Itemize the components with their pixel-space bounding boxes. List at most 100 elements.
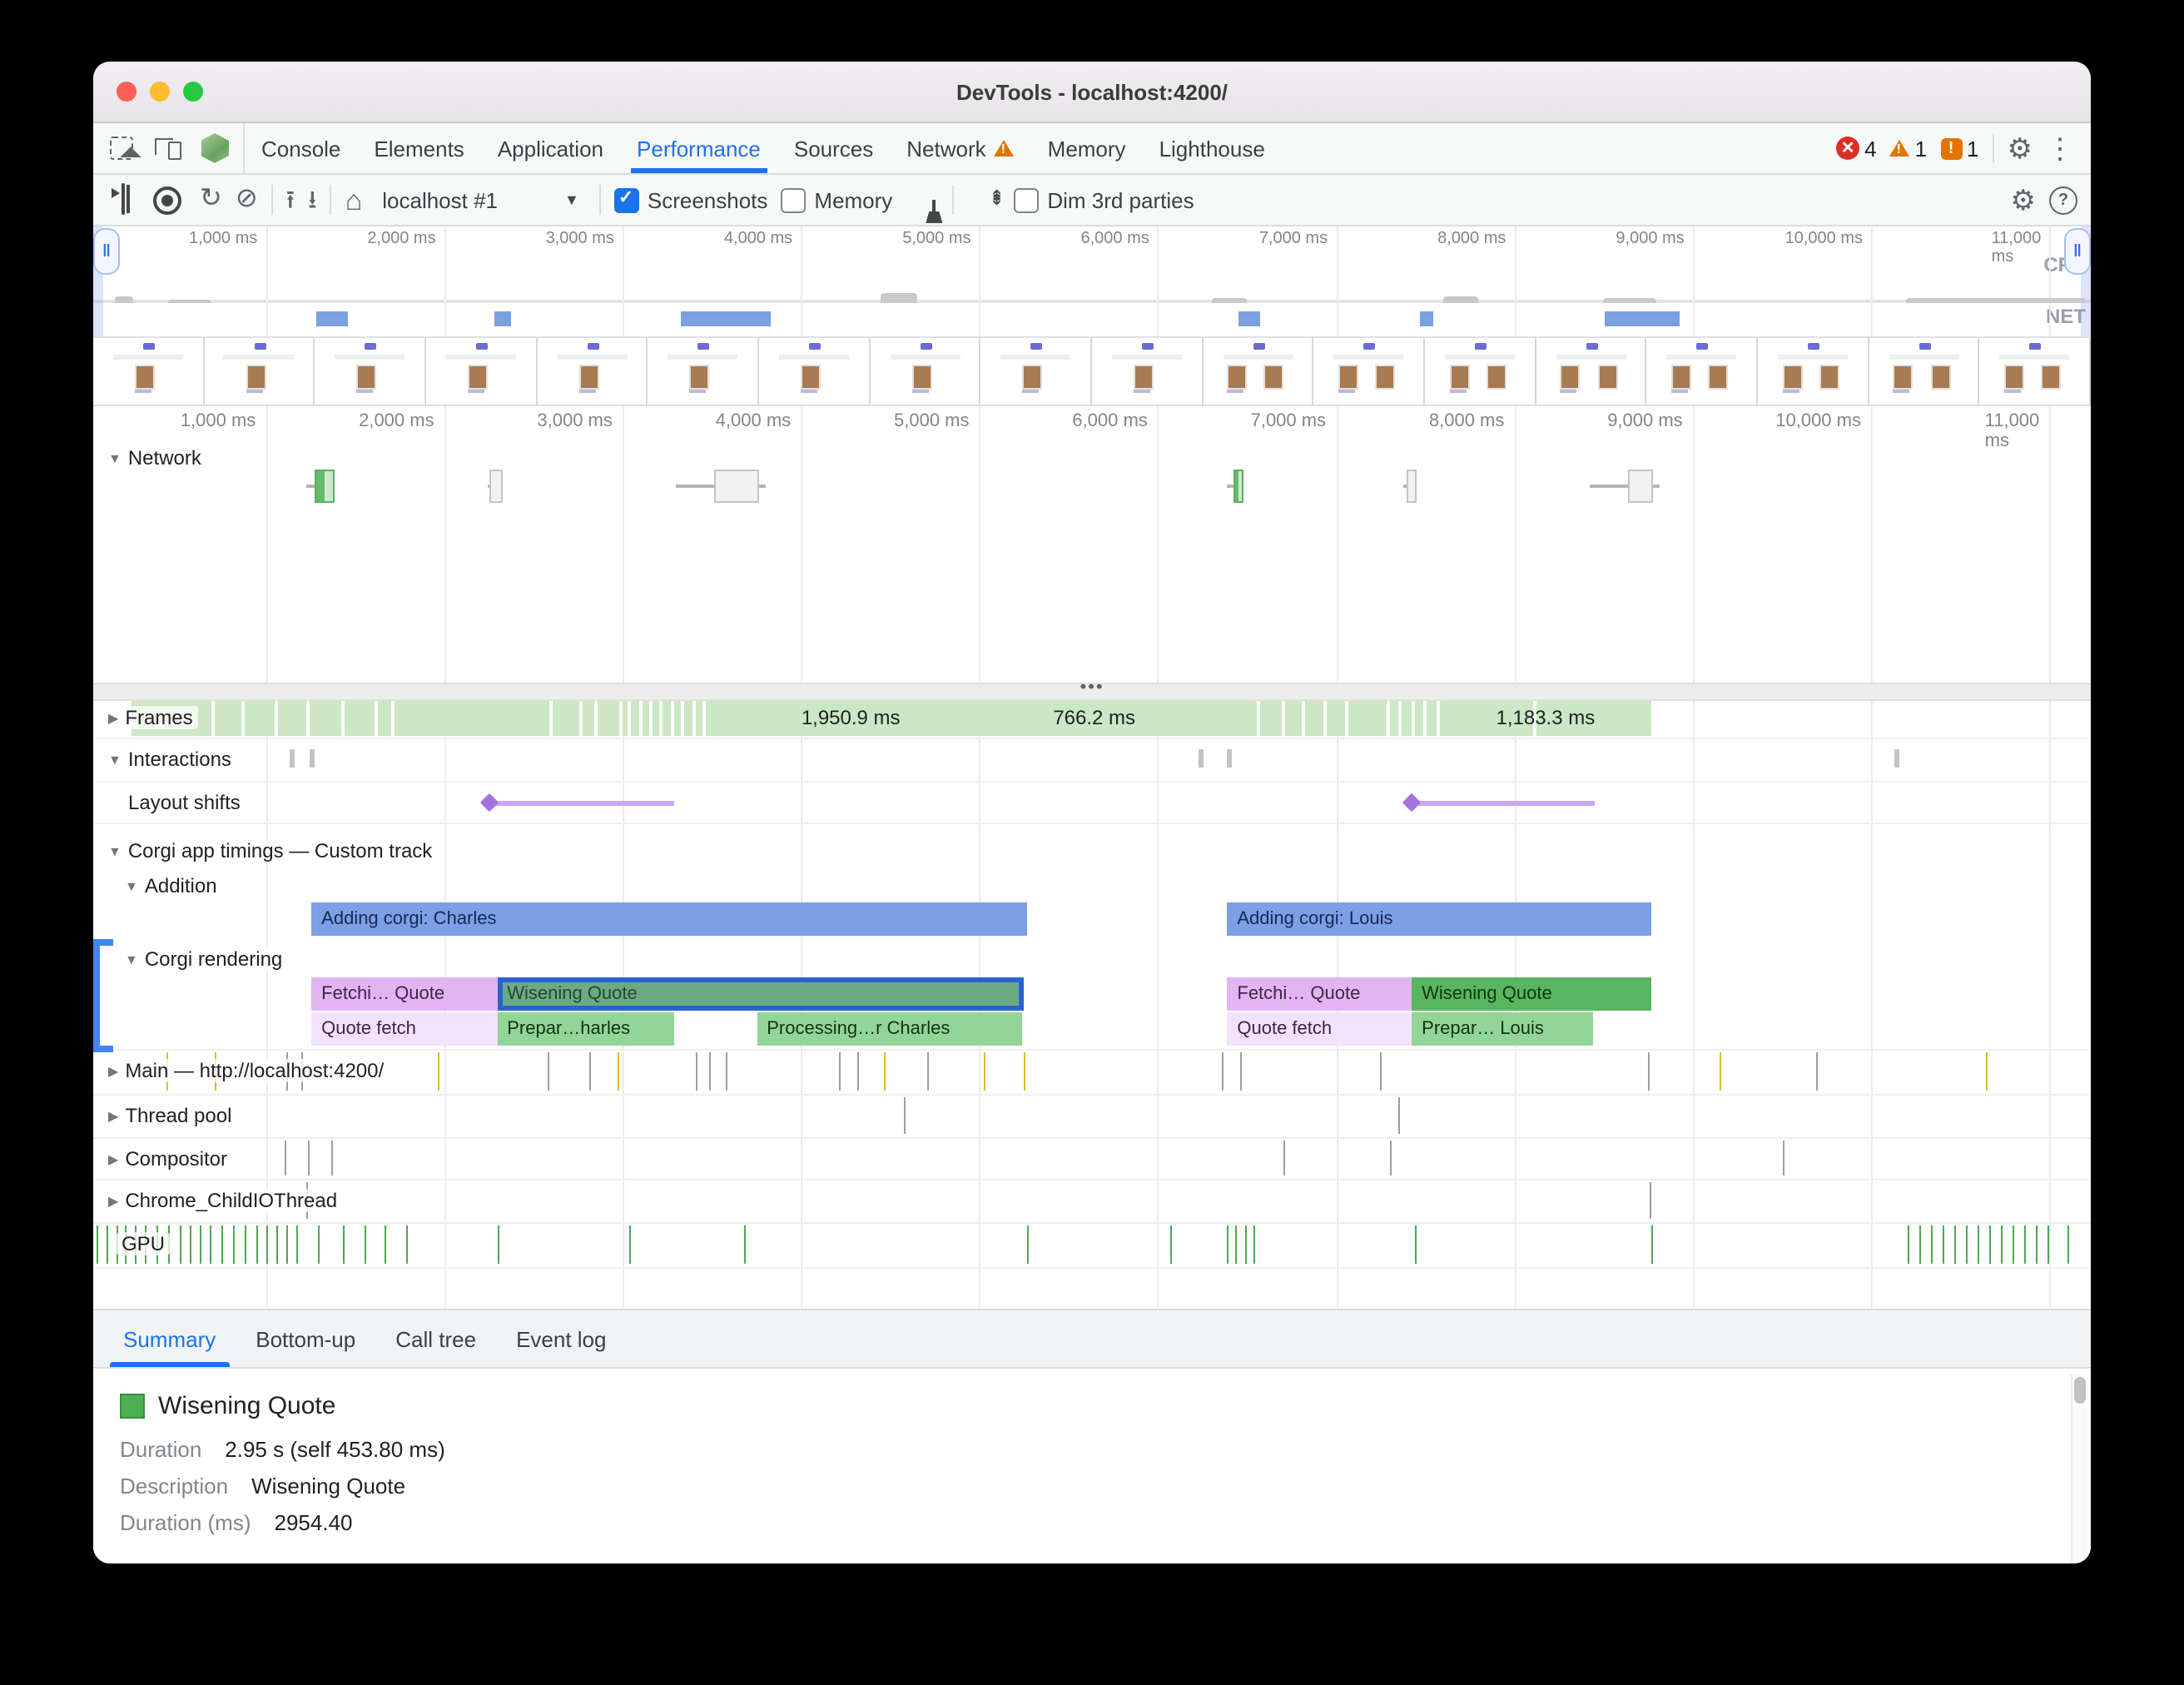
summary-scrollbar[interactable] [2071,1374,2087,1563]
thumb-caption [578,390,596,393]
track-corgi-rendering[interactable]: ▼ Corgi rendering [120,947,288,971]
tab-console[interactable]: Console [245,123,357,173]
bottom-tab-event-log[interactable]: Event log [516,1326,607,1351]
custom-timing-bar[interactable]: Quote fetch [1227,1012,1412,1046]
zoom-window-button[interactable] [183,82,203,102]
thumb-button [254,343,266,350]
custom-timing-bar[interactable]: Quote fetch [311,1012,498,1046]
tab-memory[interactable]: Memory [1031,123,1143,173]
filmstrip-screenshot[interactable] [315,338,427,405]
scrollbar-thumb[interactable] [2074,1377,2086,1404]
custom-timing-bar[interactable]: Adding corgi: Louis [1227,902,1651,936]
track-gpu[interactable]: GPU [117,1232,171,1255]
screenshot-filmstrip[interactable] [93,338,2091,406]
corgi-photo [1022,365,1043,390]
issues-badge[interactable]: ! 1 [1940,136,1979,161]
console-errors-badge[interactable]: ✕ 4 [1836,136,1877,161]
track-corgi-app-timings[interactable]: ▼ Corgi app timings — Custom track [103,839,438,862]
filmstrip-screenshot[interactable] [426,338,538,405]
layout-shift-cluster[interactable] [1412,801,1595,806]
filmstrip-screenshot[interactable] [1979,338,2091,405]
timeline-flamechart[interactable]: 1,000 ms 2,000 ms 3,000 ms 4,000 ms 5,000 ms… [93,406,2091,1309]
track-group-divider[interactable]: ••• [93,678,2091,701]
network-request[interactable] [1233,470,1244,503]
minimize-window-button[interactable] [150,82,170,102]
layout-shift-cluster[interactable] [489,801,674,806]
inspect-icon[interactable] [107,133,136,163]
filmstrip-screenshot[interactable] [1869,338,1980,405]
track-layout-shifts[interactable]: Layout shifts [123,791,246,814]
help-icon[interactable]: ? [2049,186,2077,214]
filmstrip-screenshot[interactable] [1758,338,1869,405]
tab-application[interactable]: Application [481,123,620,173]
home-icon[interactable]: ⌂ [345,184,363,216]
filmstrip-screenshot[interactable] [204,338,315,405]
timeline-overview[interactable]: CPU NET ‖ ‖ 1,000 ms2,000 ms3,000 ms4,00… [93,226,2091,338]
custom-timing-bar[interactable]: Processing…r Charles [757,1012,1023,1046]
filmstrip-screenshot[interactable] [1646,338,1759,405]
upload-profile-icon[interactable]: ⭱ [285,186,295,214]
track-network[interactable]: ▼ Network [103,446,206,470]
filmstrip-screenshot[interactable] [1203,338,1314,405]
filmstrip-screenshot[interactable] [870,338,981,405]
custom-timing-bar[interactable]: Adding corgi: Charles [311,902,1028,936]
dim-3rd-parties-checkbox[interactable]: Dim 3rd parties [1014,187,1194,212]
network-request[interactable] [1628,470,1653,503]
clear-icon[interactable]: ⊘ [235,185,258,213]
filmstrip-screenshot[interactable] [537,338,648,405]
track-chrome-childiothread[interactable]: ▶ Chrome_ChildIOThread [103,1189,343,1212]
console-warnings-badge[interactable]: 1 [1889,136,1927,161]
thumb-button [808,343,821,350]
filmstrip-screenshot[interactable] [980,338,1093,405]
screenshots-checkbox[interactable]: Screenshots [613,186,767,212]
bottom-tab-summary[interactable]: Summary [103,1310,236,1367]
tab-elements[interactable]: Elements [357,123,480,173]
tab-lighthouse[interactable]: Lighthouse [1143,123,1282,173]
track-interactions[interactable]: ▼ Interactions [103,748,236,771]
close-window-button[interactable] [117,82,136,102]
toggle-sidebar-icon[interactable] [107,183,140,215]
custom-timing-bar[interactable]: Prepar…harles [497,1012,675,1046]
memory-checkbox[interactable]: Memory [781,187,892,212]
custom-timing-bar[interactable]: Fetchi… Quote [311,977,498,1011]
track-addition[interactable]: ▼ Addition [120,874,222,897]
zoom-window-left-handle[interactable]: ‖ [93,228,120,275]
custom-timing-bar-selected[interactable]: Wisening Quote [497,977,1025,1011]
tab-sources[interactable]: Sources [777,123,890,173]
capture-settings-gear-icon[interactable]: ⚙ [2010,184,2037,216]
download-profile-icon[interactable]: ⭳ [308,186,317,214]
thumb-searchbar [1000,355,1071,360]
filmstrip-screenshot[interactable] [1536,338,1647,405]
network-request[interactable] [713,470,759,503]
record-icon[interactable] [153,186,186,214]
cpu-activity-bump [1603,298,1657,303]
filmstrip-screenshot[interactable] [93,338,205,405]
session-select[interactable]: localhost #1 ▼ [375,187,586,212]
custom-timing-bar[interactable]: Prepar… Louis [1412,1012,1592,1046]
filmstrip-screenshot[interactable] [759,338,871,405]
filmstrip-screenshot[interactable] [1092,338,1204,405]
tab-performance[interactable]: Performance [620,123,777,173]
filmstrip-screenshot[interactable] [1425,338,1536,405]
reload-record-icon[interactable]: ↻ [200,185,222,213]
tab-network[interactable]: Network [890,123,1030,173]
bottom-tab-bottom-up[interactable]: Bottom-up [256,1326,356,1351]
kebab-menu-icon[interactable]: ⋮ [2046,132,2074,164]
network-request[interactable] [489,470,503,503]
custom-timing-bar[interactable]: Wisening Quote [1412,977,1651,1011]
network-request[interactable] [1406,470,1417,503]
network-request[interactable] [315,470,335,503]
settings-gear-icon[interactable]: ⚙ [2007,132,2033,164]
track-main-thread[interactable]: ▶ Main — http://localhost:4200/ [103,1059,390,1082]
node-hexagon-icon[interactable] [200,133,230,163]
zoom-window-right-handle[interactable]: ‖ [2064,228,2091,275]
bottom-tab-call-tree[interactable]: Call tree [395,1326,477,1351]
track-frames[interactable]: ▶ Frames [103,706,198,729]
track-compositor[interactable]: ▶ Compositor [103,1147,233,1171]
filmstrip-screenshot[interactable] [648,338,760,405]
filmstrip-screenshot[interactable] [1313,338,1426,405]
device-toolbar-icon[interactable] [153,133,183,163]
track-thread-pool[interactable]: ▶ Thread pool [103,1104,237,1127]
custom-timing-bar[interactable]: Fetchi… Quote [1227,977,1412,1011]
thumb-button [1807,343,1819,350]
